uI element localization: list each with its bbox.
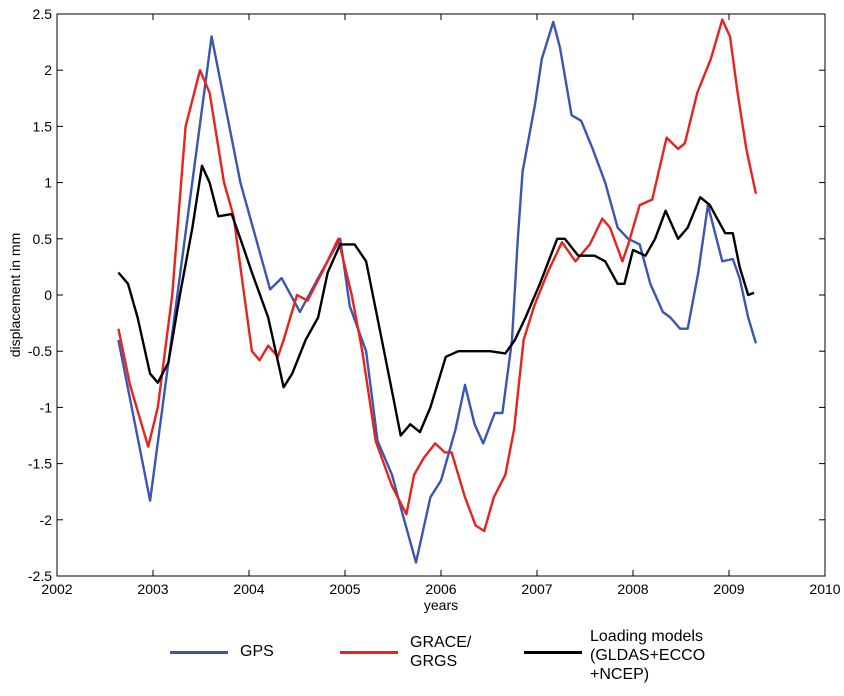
y-tick-label: 0.5 — [33, 231, 53, 247]
x-tick-label: 2007 — [521, 581, 552, 597]
legend-label: GPS — [240, 643, 274, 660]
y-axis-label: displacement in mm — [7, 233, 23, 358]
x-tick-label: 2009 — [713, 581, 744, 597]
series-line — [117, 164, 755, 437]
x-tick-label: 2004 — [233, 581, 264, 597]
y-tick-label: -0.5 — [28, 343, 52, 359]
chart: years displacement in mm 2002 2003 2004 200… — [7, 6, 841, 613]
series-line — [117, 20, 758, 564]
y-tick-label: -1 — [40, 399, 53, 415]
x-tick-label: 2010 — [809, 581, 840, 597]
y-tick-label: 2.5 — [33, 6, 53, 22]
y-tick-label: 0 — [44, 287, 52, 303]
legend-label: GRACE/ GRGS — [410, 634, 472, 670]
legend-swatch — [170, 651, 228, 654]
y-tick-label: 1 — [44, 175, 52, 191]
x-tick-label: 2005 — [329, 581, 360, 597]
x-tick-label: 2006 — [425, 581, 456, 597]
y-tick-label: -2 — [40, 512, 53, 528]
legend-swatch — [340, 651, 398, 654]
series-line — [117, 18, 758, 533]
x-tick-label: 2008 — [617, 581, 648, 597]
y-tick-label: 1.5 — [33, 118, 53, 134]
y-tick-label: -2.5 — [28, 568, 52, 584]
y-tick-label: -1.5 — [28, 456, 52, 472]
x-tick-label: 2002 — [41, 581, 72, 597]
y-tick-label: 2 — [44, 62, 52, 78]
x-axis-label: years — [424, 597, 458, 613]
legend-label: Loading models (GLDAS+ECCO +NCEP) — [590, 628, 706, 683]
x-tick-label: 2003 — [137, 581, 168, 597]
legend-swatch — [524, 651, 582, 654]
